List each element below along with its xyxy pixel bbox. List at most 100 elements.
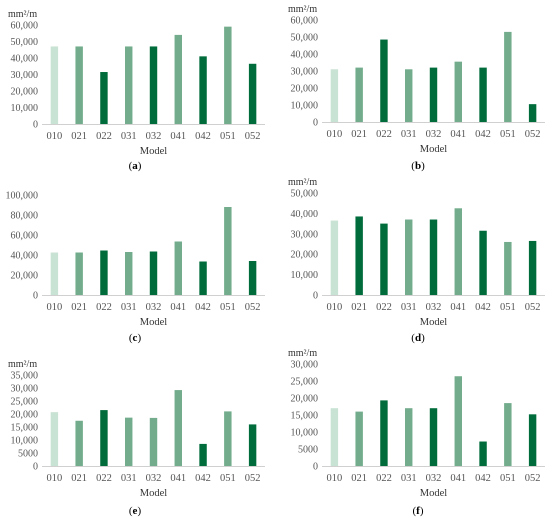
bar-010 (330, 408, 339, 466)
x-tick-label: 042 (475, 302, 491, 313)
bar-022 (380, 400, 388, 466)
bar-022 (100, 410, 108, 466)
bar-032 (149, 46, 158, 125)
x-tick-label: 042 (195, 473, 211, 484)
chart-panel-d: 0 10,000 20,000 30,000 40,000 50,000 mm²/m 010 0… (280, 176, 550, 334)
panel-label-d: (d) (411, 332, 425, 344)
y-tick-label: 50,000 (11, 37, 39, 48)
bar-051 (224, 411, 232, 466)
x-tick-label: 032 (426, 473, 442, 484)
bar-031 (405, 69, 413, 122)
bar-042 (479, 441, 487, 466)
x-tick-label: 052 (245, 473, 261, 484)
y-tick-label: 30,000 (291, 67, 319, 78)
bar-032 (429, 67, 438, 122)
bar-052 (248, 261, 257, 295)
x-tick-label: 051 (220, 131, 236, 142)
x-tick-label: 022 (96, 302, 112, 313)
bar-042 (199, 443, 207, 466)
bar-021 (75, 46, 83, 125)
x-tick-label: 021 (71, 302, 87, 313)
bar-052 (528, 104, 537, 122)
chart-svg: 0 10,000 20,000 30,000 40,000 50,000 60,000mm²… (8, 9, 265, 157)
x-tick-label: 032 (426, 302, 442, 313)
bar-042 (199, 261, 207, 295)
x-axis-title: Model (420, 488, 447, 499)
y-tick-label: 0 (33, 120, 38, 131)
bar-052 (248, 424, 257, 466)
x-tick-label: 041 (450, 129, 466, 140)
x-tick-label: 032 (146, 302, 162, 313)
x-axis-title: Model (140, 317, 167, 328)
bar-010 (330, 69, 339, 122)
y-tick-label: 30,000 (11, 384, 39, 395)
bar-022 (380, 223, 388, 295)
y-tick-label: 5000 (298, 445, 318, 456)
x-tick-label: 032 (146, 473, 162, 484)
x-tick-label: 031 (121, 302, 137, 313)
bar-041 (454, 376, 462, 466)
x-tick-label: 041 (450, 302, 466, 313)
bar-041 (174, 34, 182, 124)
x-tick-label: 041 (170, 473, 186, 484)
x-tick-label: 032 (426, 129, 442, 140)
chart-panel-a: 0 10,000 20,000 30,000 40,000 50,000 60,000 mm²… (0, 0, 270, 160)
bar-041 (454, 208, 462, 295)
y-tick-label: 60,000 (11, 231, 39, 242)
y-tick-label: 60,000 (291, 16, 319, 27)
x-tick-label: 052 (525, 129, 541, 140)
bar-021 (355, 411, 363, 466)
x-tick-label: 042 (475, 473, 491, 484)
y-unit-label: mm²/m (288, 4, 317, 15)
y-tick-label: 20,000 (291, 84, 319, 95)
x-tick-label: 031 (121, 131, 137, 142)
bar-031 (405, 408, 413, 466)
x-tick-label: 022 (96, 473, 112, 484)
x-tick-label: 051 (500, 302, 516, 313)
chart-svg: 0 10,000 20,000 30,000 40,000 50,000 60,000mm²… (288, 4, 545, 155)
panel-label-e: (e) (128, 505, 142, 517)
y-tick-label: 100,000 (6, 191, 39, 202)
panel-label-a: (a) (128, 160, 142, 172)
bar-032 (149, 417, 158, 466)
chart-svg: 0 5000 10,000 15,000 20,000 25,000 30,000mm²/m… (288, 348, 545, 499)
bar-021 (75, 252, 83, 295)
x-tick-label: 022 (376, 129, 392, 140)
bar-052 (528, 240, 537, 295)
y-tick-label: 35,000 (11, 371, 39, 382)
bar-022 (100, 250, 108, 295)
y-tick-label: 0 (33, 462, 38, 473)
bar-051 (504, 241, 512, 295)
bar-051 (504, 403, 512, 466)
chart-panel-f: 0 5000 10,000 15,000 20,000 25,000 30,000 mm²/m… (280, 344, 550, 504)
bar-022 (100, 72, 108, 124)
y-tick-label: 25,000 (11, 397, 39, 408)
y-tick-label: 10,000 (291, 270, 319, 281)
y-unit-label: mm²/m (8, 9, 37, 20)
bar-032 (149, 251, 158, 295)
y-tick-label: 40,000 (291, 50, 319, 61)
y-unit-label: mm²/m (8, 359, 37, 370)
x-tick-label: 052 (525, 473, 541, 484)
bar-042 (479, 67, 487, 122)
bar-031 (405, 219, 413, 295)
y-tick-label: 10,000 (291, 101, 319, 112)
y-tick-label: 30,000 (11, 70, 39, 81)
y-tick-label: 20,000 (291, 250, 319, 261)
bar-010 (330, 220, 339, 295)
panel-label-b: (b) (411, 160, 425, 172)
y-tick-label: 20,000 (11, 87, 39, 98)
y-tick-label: 20,000 (11, 271, 39, 282)
x-tick-label: 010 (327, 302, 343, 313)
x-tick-label: 042 (195, 131, 211, 142)
y-tick-label: 20,000 (291, 394, 319, 405)
x-axis-title: Model (420, 144, 447, 155)
bar-051 (224, 207, 232, 295)
x-tick-label: 021 (351, 473, 367, 484)
x-tick-label: 021 (351, 302, 367, 313)
bar-051 (224, 26, 232, 124)
bar-031 (125, 252, 133, 295)
bar-031 (125, 46, 133, 125)
chart-panel-e: 0 5000 10,000 15,000 20,000 25,000 30,000 35,00… (0, 344, 270, 504)
